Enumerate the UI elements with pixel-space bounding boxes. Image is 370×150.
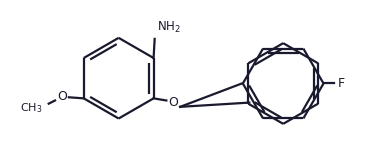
- Text: O: O: [58, 90, 67, 103]
- Text: NH$_2$: NH$_2$: [157, 20, 181, 35]
- Text: O: O: [168, 96, 178, 109]
- Text: CH$_3$: CH$_3$: [20, 101, 42, 115]
- Text: F: F: [337, 77, 344, 90]
